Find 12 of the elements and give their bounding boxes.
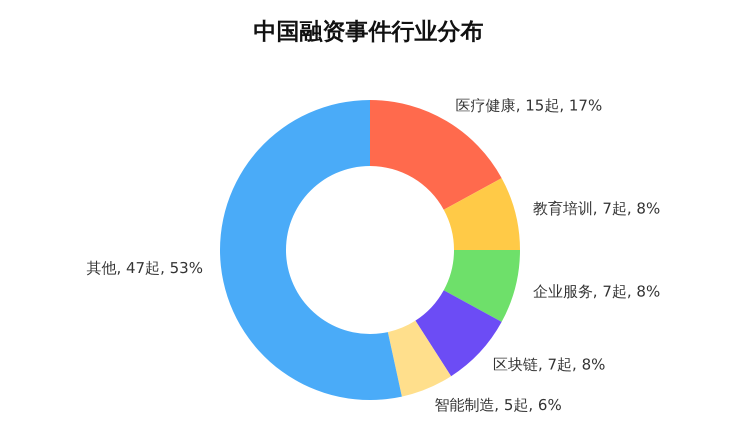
donut-slice: [220, 100, 402, 400]
donut-slice: [388, 320, 452, 397]
donut-slice: [444, 250, 520, 322]
slice-label: 区块链, 7起, 8%: [492, 355, 606, 374]
slice-label: 医疗健康, 15起, 17%: [456, 96, 602, 115]
slice-label: 教育培训, 7起, 8%: [532, 199, 660, 218]
chart-title: 中国融资事件行业分布: [252, 18, 484, 47]
donut-slice: [444, 178, 520, 250]
slice-label: 其他, 47起, 53%: [86, 258, 203, 277]
donut-slice: [370, 100, 502, 210]
slice-label: 智能制造, 5起, 6%: [434, 396, 562, 414]
slice-label: 企业服务, 7起, 8%: [532, 282, 660, 301]
